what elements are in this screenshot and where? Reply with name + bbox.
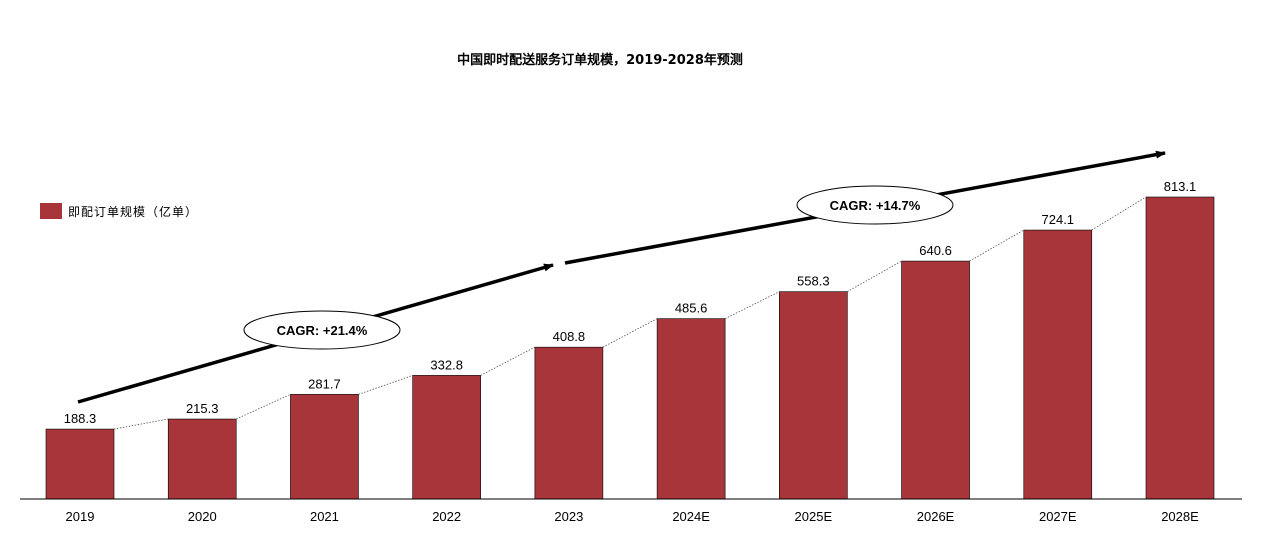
cagr-ellipse-1 (243, 310, 401, 350)
x-tick-label: 2021 (310, 509, 339, 524)
bar-value-label: 640.6 (919, 243, 952, 258)
x-tick-label: 2023 (554, 509, 583, 524)
bar-value-label: 215.3 (186, 401, 219, 416)
bar-value-label: 558.3 (797, 274, 830, 289)
bar-connector-line (236, 394, 291, 420)
x-tick-label: 2026E (917, 509, 955, 524)
bar-connector-line (480, 346, 536, 376)
bar-connector-line (358, 375, 413, 395)
x-tick-label: 2027E (1039, 509, 1077, 524)
legend: 即配订单规模（亿单） (40, 203, 198, 219)
bar-connector-line (969, 229, 1024, 262)
bar (779, 291, 848, 500)
legend-label: 即配订单规模（亿单） (68, 204, 198, 219)
bar-connector-line (1091, 196, 1147, 231)
cagr-annotation-1: CAGR: +21.4% (77, 263, 554, 404)
cagr-ellipse-2 (796, 185, 954, 225)
bar (534, 346, 604, 500)
plot-area: 188.3 2019 215.3 2020 281.7 2021 332.8 2022 408.… (45, 179, 1215, 524)
cagr-annotation-2: CAGR: +14.7% (564, 150, 1166, 265)
bar-value-label: 813.1 (1164, 179, 1197, 194)
x-tick-label: 2028E (1161, 509, 1199, 524)
chart-title: 中国即时配送服务订单规模，2019-2028年预测 (457, 52, 743, 68)
bar-connector-line (724, 291, 780, 319)
x-tick-label: 2022 (432, 509, 461, 524)
x-tick-label: 2025E (795, 509, 833, 524)
bar-value-label: 408.8 (553, 329, 586, 344)
bar-value-label: 724.1 (1042, 212, 1075, 227)
x-tick-label: 2019 (66, 509, 95, 524)
bar (901, 260, 970, 500)
bar (656, 318, 726, 500)
bar-value-label: 332.8 (430, 357, 463, 372)
legend-swatch (40, 203, 62, 219)
bar-connector-line (847, 260, 902, 292)
bar (412, 375, 481, 500)
bar (1023, 229, 1093, 500)
cagr-label-2: CAGR: +14.7% (830, 198, 921, 213)
x-tick-label: 2020 (188, 509, 217, 524)
bar (167, 418, 237, 500)
x-tick-label: 2024E (672, 509, 710, 524)
cagr-label-1: CAGR: +21.4% (277, 323, 368, 338)
bar-value-label: 281.7 (308, 376, 341, 391)
bar-value-label: 188.3 (64, 411, 97, 426)
bar-connector-line (113, 418, 169, 430)
bar (1145, 196, 1215, 500)
bar (290, 394, 359, 500)
bar-value-label: 485.6 (675, 301, 708, 316)
bar-connector-line (602, 318, 658, 348)
bar (45, 428, 115, 500)
